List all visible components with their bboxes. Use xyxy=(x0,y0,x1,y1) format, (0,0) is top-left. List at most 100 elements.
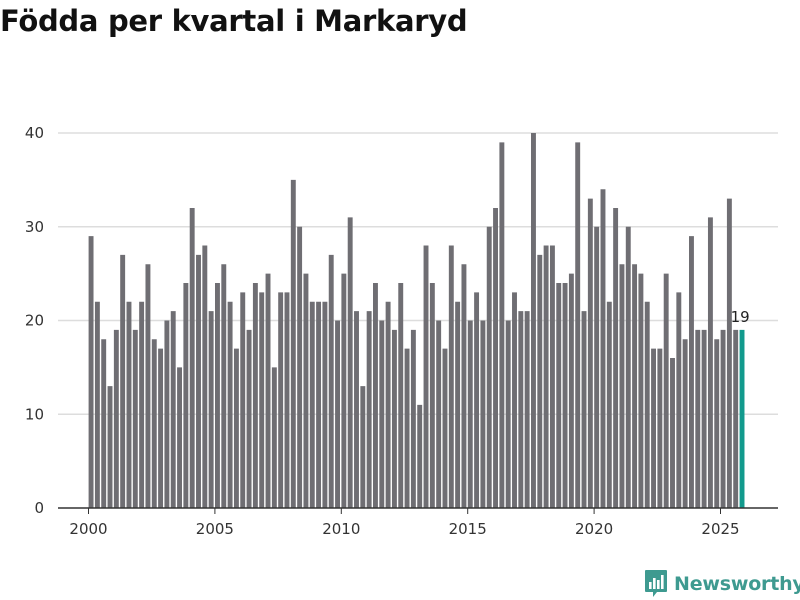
bar xyxy=(543,245,549,508)
x-tick-label: 2015 xyxy=(449,520,487,538)
bar xyxy=(442,348,448,508)
bar xyxy=(379,320,385,508)
bar xyxy=(259,292,265,508)
bar xyxy=(537,254,543,508)
bar xyxy=(423,245,429,508)
bar xyxy=(429,283,435,508)
bar xyxy=(113,329,119,508)
bar xyxy=(278,292,284,508)
bar xyxy=(651,348,656,508)
bar xyxy=(139,301,145,508)
y-tick-label: 10 xyxy=(25,405,44,423)
bar xyxy=(657,348,663,508)
bar xyxy=(170,311,176,508)
bar xyxy=(246,329,252,508)
bar xyxy=(284,292,290,508)
bar xyxy=(632,264,638,508)
bar xyxy=(385,301,391,508)
bar xyxy=(644,301,650,508)
bar xyxy=(328,254,334,508)
bar xyxy=(366,311,372,508)
bar xyxy=(297,226,303,508)
bar xyxy=(240,292,246,508)
x-tick-label: 2010 xyxy=(322,520,360,538)
bar xyxy=(670,358,675,508)
bar xyxy=(151,339,157,508)
bar xyxy=(189,208,195,508)
bar xyxy=(202,245,208,508)
bar xyxy=(417,404,423,508)
bar xyxy=(132,329,138,508)
bar xyxy=(360,386,366,508)
bar xyxy=(524,311,530,508)
bar xyxy=(467,320,473,508)
bar xyxy=(265,273,271,508)
bar xyxy=(575,142,581,508)
bar xyxy=(309,301,315,508)
bar xyxy=(227,301,233,508)
newsworthy-logo-icon xyxy=(645,570,667,597)
y-tick-label: 20 xyxy=(25,312,44,330)
bar xyxy=(581,311,587,508)
bar xyxy=(398,283,404,508)
bar xyxy=(101,339,107,508)
bar xyxy=(701,329,707,508)
bar xyxy=(733,329,739,508)
bar xyxy=(94,301,100,508)
bar xyxy=(347,217,353,508)
bar xyxy=(208,311,214,508)
bar xyxy=(505,320,511,508)
bar xyxy=(480,320,486,508)
bar xyxy=(233,348,239,508)
bar xyxy=(271,367,277,508)
bar xyxy=(252,283,258,508)
bar xyxy=(619,264,625,508)
x-tick-label: 2025 xyxy=(701,520,739,538)
bar xyxy=(682,339,688,508)
bar xyxy=(404,348,410,508)
bar xyxy=(499,142,505,508)
bar xyxy=(436,320,442,508)
bar xyxy=(120,254,126,508)
bar xyxy=(221,264,227,508)
bar xyxy=(303,273,309,508)
bar xyxy=(707,217,713,508)
bar xyxy=(676,292,682,508)
bar xyxy=(613,208,619,508)
bar xyxy=(568,273,574,508)
bar xyxy=(145,264,151,508)
bar xyxy=(215,283,220,508)
bar xyxy=(88,236,94,508)
x-tick-label: 2000 xyxy=(69,520,107,538)
bar xyxy=(391,329,397,508)
bar xyxy=(322,301,328,508)
bar xyxy=(556,283,562,508)
bar xyxy=(107,386,113,508)
bar xyxy=(183,283,189,508)
bar xyxy=(126,301,132,508)
bar xyxy=(638,273,644,508)
bar xyxy=(594,226,600,508)
chart-title: Födda per kvartal i Markaryd xyxy=(0,4,468,38)
y-tick-label: 40 xyxy=(25,124,44,142)
bar xyxy=(341,273,347,508)
bar xyxy=(486,226,492,508)
bar xyxy=(177,367,182,508)
bar xyxy=(461,264,467,508)
data-label-last: 19 xyxy=(731,308,750,326)
bar xyxy=(600,189,606,508)
bar xyxy=(531,133,536,508)
bar xyxy=(512,292,517,508)
bar xyxy=(606,301,612,508)
bar xyxy=(625,226,631,508)
x-tick-label: 2020 xyxy=(575,520,613,538)
bar xyxy=(689,236,694,508)
y-axis-ticks: 0 10 20 30 40 xyxy=(25,124,44,517)
bar xyxy=(316,301,322,508)
bar xyxy=(196,254,201,508)
bar xyxy=(290,179,296,508)
bar xyxy=(518,311,524,508)
data-labels: 19 xyxy=(731,308,750,326)
bar xyxy=(474,292,480,508)
